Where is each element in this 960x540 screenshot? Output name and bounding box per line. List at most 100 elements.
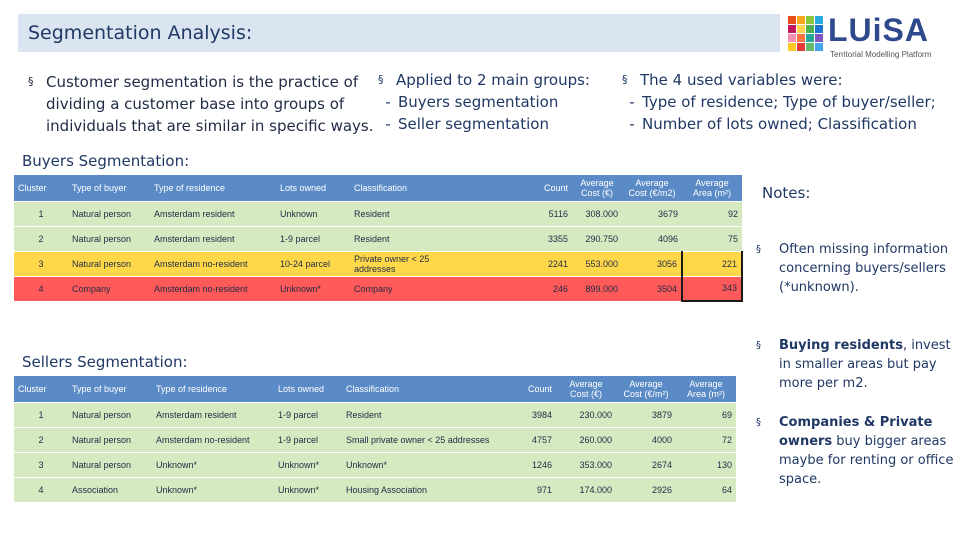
note-item: § Often missing information concerning b… bbox=[756, 240, 956, 297]
cell-cost: 353.000 bbox=[556, 451, 616, 477]
cell-cost: 290.750 bbox=[572, 225, 622, 251]
note-text: buy bigger areas maybe for renting or of… bbox=[779, 434, 954, 487]
cell-lots: 10-24 parcel bbox=[276, 250, 350, 276]
column-header: Type of residence bbox=[152, 376, 274, 402]
cell-cost-m2: 4000 bbox=[616, 426, 676, 452]
cell-residence: Amsterdam no-resident bbox=[152, 426, 274, 452]
cell-lots: 1-9 parcel bbox=[276, 225, 350, 251]
column-header: Average Cost (€/m2) bbox=[622, 175, 682, 201]
table-row: 2 Natural person Amsterdam resident 1-9 … bbox=[14, 225, 742, 251]
cell-area: 64 bbox=[676, 476, 736, 502]
cell-classification: Unknown* bbox=[342, 451, 504, 477]
cell-residence: Unknown* bbox=[152, 476, 274, 502]
column-header: Average Area (m²) bbox=[682, 175, 742, 201]
cell-area-highlighted: 221 bbox=[681, 250, 743, 276]
intro-variables: § The 4 used variables were: - Type of res… bbox=[622, 71, 936, 133]
cell-area-highlighted: 343 bbox=[681, 275, 743, 302]
cell-buyer: Natural person bbox=[68, 225, 150, 251]
intro-variables-heading: The 4 used variables were: bbox=[640, 71, 843, 89]
cell-classification: Resident bbox=[350, 200, 470, 226]
column-header: Classification bbox=[342, 376, 504, 402]
logo-name: LUiSA bbox=[828, 12, 929, 48]
title-bar: Segmentation Analysis: bbox=[18, 14, 780, 52]
cell-cost-m2: 3879 bbox=[616, 401, 676, 427]
sellers-section-title: Sellers Segmentation: bbox=[22, 353, 188, 371]
cell-area: 75 bbox=[682, 225, 742, 251]
cell-residence: Amsterdam no-resident bbox=[150, 250, 276, 276]
cell-count: 3984 bbox=[504, 401, 556, 427]
cell-cost-m2: 4096 bbox=[622, 225, 682, 251]
buyers-section-title: Buyers Segmentation: bbox=[22, 152, 190, 170]
cell-count: 1246 bbox=[504, 451, 556, 477]
cell-lots: Unknown bbox=[276, 200, 350, 226]
cell-lots: 1-9 parcel bbox=[274, 426, 342, 452]
cell-lots: Unknown* bbox=[274, 476, 342, 502]
column-header: Type of buyer bbox=[68, 376, 152, 402]
column-header: Cluster bbox=[14, 175, 68, 201]
intro-groups-heading: Applied to 2 main groups: bbox=[396, 71, 590, 89]
column-header: Cluster bbox=[14, 376, 68, 402]
bullet-icon: § bbox=[756, 340, 761, 351]
cell-area: 92 bbox=[682, 200, 742, 226]
bullet-icon: § bbox=[622, 73, 628, 86]
cell-lots: Unknown* bbox=[274, 451, 342, 477]
page-title: Segmentation Analysis: bbox=[28, 22, 253, 44]
intro-variable-item: Number of lots owned; Classification bbox=[642, 115, 917, 133]
cell-cost-m2: 3504 bbox=[622, 275, 682, 301]
column-header: Type of residence bbox=[150, 175, 276, 201]
logo-mosaic-icon bbox=[788, 16, 823, 51]
cell-cost: 899.000 bbox=[572, 275, 622, 301]
cell-classification: Resident bbox=[342, 401, 504, 427]
cell-count: 3355 bbox=[470, 225, 572, 251]
column-header: Average Area (m²) bbox=[676, 376, 736, 402]
cell-count: 5116 bbox=[470, 200, 572, 226]
cell-classification: Resident bbox=[350, 225, 470, 251]
cell-buyer: Natural person bbox=[68, 401, 152, 427]
table-row: 1 Natural person Amsterdam resident Unkn… bbox=[14, 200, 742, 226]
cell-residence: Unknown* bbox=[152, 451, 274, 477]
cell-count: 4757 bbox=[504, 426, 556, 452]
note-bold: Buying residents bbox=[779, 338, 903, 353]
cell-buyer: Natural person bbox=[68, 426, 152, 452]
note-item: § Buying residents, invest in smaller ar… bbox=[756, 336, 956, 393]
cell-buyer: Association bbox=[68, 476, 152, 502]
cell-cluster: 4 bbox=[14, 275, 68, 301]
cell-lots: 1-9 parcel bbox=[274, 401, 342, 427]
cell-cost: 308.000 bbox=[572, 200, 622, 226]
table-row: 1 Natural person Amsterdam resident 1-9 … bbox=[14, 401, 736, 427]
note-text: , invest in smaller areas but pay more p… bbox=[779, 338, 951, 391]
sellers-table: Cluster Type of buyer Type of residence … bbox=[14, 376, 736, 502]
table-header-row: Cluster Type of buyer Type of residence … bbox=[14, 376, 736, 402]
cell-cluster: 1 bbox=[14, 200, 68, 226]
column-header: Count bbox=[470, 175, 572, 201]
note-bold: Companies & Private owners bbox=[779, 415, 933, 449]
bullet-icon: § bbox=[28, 75, 34, 88]
column-header: Average Cost (€) bbox=[572, 175, 622, 201]
cell-classification: Small private owner < 25 addresses bbox=[342, 426, 504, 452]
table-header-row: Cluster Type of buyer Type of residence … bbox=[14, 175, 742, 201]
cell-buyer: Natural person bbox=[68, 451, 152, 477]
table-row: 4 Association Unknown* Unknown* Housing … bbox=[14, 476, 736, 502]
column-header: Count bbox=[504, 376, 556, 402]
cell-cluster: 1 bbox=[14, 401, 68, 427]
bullet-icon: § bbox=[756, 244, 761, 255]
cell-cost-m2: 2674 bbox=[616, 451, 676, 477]
column-header: Average Cost (€/m²) bbox=[616, 376, 676, 402]
cell-count: 2241 bbox=[470, 250, 572, 276]
intro-definition-text: Customer segmentation is the practice of… bbox=[46, 73, 374, 135]
notes-panel: Notes: § Often missing information conce… bbox=[748, 170, 960, 515]
cell-buyer: Natural person bbox=[68, 250, 150, 276]
column-header: Classification bbox=[350, 175, 470, 201]
cell-cost-m2: 3679 bbox=[622, 200, 682, 226]
cell-cost: 230.000 bbox=[556, 401, 616, 427]
cell-cluster: 2 bbox=[14, 426, 68, 452]
cell-residence: Amsterdam resident bbox=[150, 225, 276, 251]
table-row: 2 Natural person Amsterdam no-resident 1… bbox=[14, 426, 736, 452]
column-header: Type of buyer bbox=[68, 175, 150, 201]
logo-subtitle: Territorial Modelling Platform bbox=[830, 50, 932, 59]
intro-definition: § Customer segmentation is the practice o… bbox=[28, 71, 378, 137]
cell-cluster: 3 bbox=[14, 250, 68, 276]
buyers-table: Cluster Type of buyer Type of residence … bbox=[14, 175, 743, 302]
cell-area: 130 bbox=[676, 451, 736, 477]
cell-buyer: Natural person bbox=[68, 200, 150, 226]
